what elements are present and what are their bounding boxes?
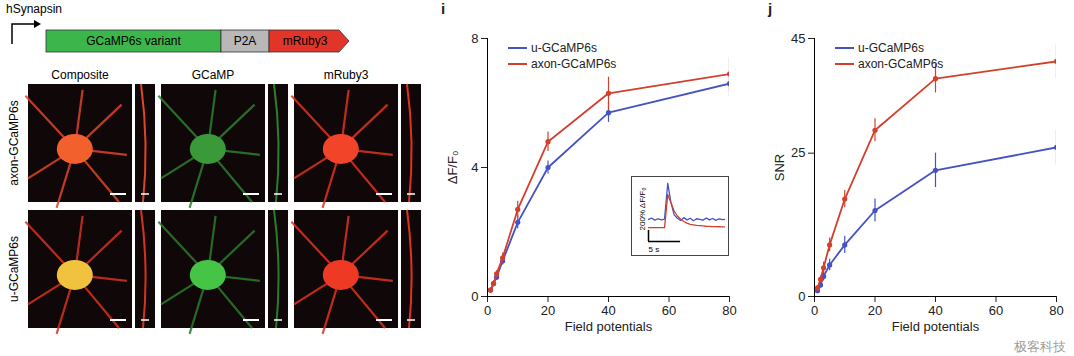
html-text:axon-GCaMP6s: axon-GCaMP6s bbox=[531, 57, 617, 71]
svg-text:25: 25 bbox=[791, 145, 805, 160]
svg-text:ΔF/F₀: ΔF/F₀ bbox=[445, 151, 460, 185]
svg-text:60: 60 bbox=[662, 303, 676, 318]
svg-text:0: 0 bbox=[798, 289, 805, 304]
svg-text:0: 0 bbox=[471, 289, 478, 304]
svg-text:0: 0 bbox=[811, 303, 818, 318]
html-text:u-GCaMP6s: u-GCaMP6s bbox=[531, 41, 597, 55]
svg-text:hSynapsin: hSynapsin bbox=[6, 2, 62, 16]
svg-text:SNR: SNR bbox=[772, 154, 787, 181]
svg-text:0: 0 bbox=[484, 303, 491, 318]
svg-text:mRuby3: mRuby3 bbox=[324, 68, 369, 82]
svg-text:Composite: Composite bbox=[51, 68, 109, 82]
svg-text:4: 4 bbox=[471, 160, 478, 175]
svg-text:200% ΔF/F₀: 200% ΔF/F₀ bbox=[638, 188, 647, 231]
svg-text:20: 20 bbox=[541, 303, 555, 318]
svg-text:45: 45 bbox=[791, 31, 805, 46]
svg-text:P2A: P2A bbox=[234, 34, 257, 48]
svg-text:axon-GCaMP6s: axon-GCaMP6s bbox=[7, 100, 21, 185]
svg-text:80: 80 bbox=[1049, 303, 1063, 318]
svg-text:u-GCaMP6s: u-GCaMP6s bbox=[7, 236, 21, 302]
html-text:u-GCaMP6s: u-GCaMP6s bbox=[858, 41, 924, 55]
svg-text:80: 80 bbox=[722, 303, 736, 318]
html-text:axon-GCaMP6s: axon-GCaMP6s bbox=[858, 57, 944, 71]
svg-text:40: 40 bbox=[601, 303, 615, 318]
svg-text:mRuby3: mRuby3 bbox=[283, 34, 328, 48]
svg-text:5 s: 5 s bbox=[649, 245, 660, 254]
html-text:i: i bbox=[441, 0, 446, 17]
svg-text:GCaMP: GCaMP bbox=[192, 68, 235, 82]
svg-text:Field potentials: Field potentials bbox=[892, 319, 980, 334]
svg-text:8: 8 bbox=[471, 31, 478, 46]
svg-text:60: 60 bbox=[989, 303, 1003, 318]
html-text:极客科技: 极客科技 bbox=[1014, 339, 1066, 354]
svg-text:Field potentials: Field potentials bbox=[565, 319, 653, 334]
svg-text:20: 20 bbox=[868, 303, 882, 318]
html-text:j: j bbox=[768, 0, 773, 17]
svg-text:GCaMP6s variant: GCaMP6s variant bbox=[86, 34, 181, 48]
svg-text:40: 40 bbox=[928, 303, 942, 318]
